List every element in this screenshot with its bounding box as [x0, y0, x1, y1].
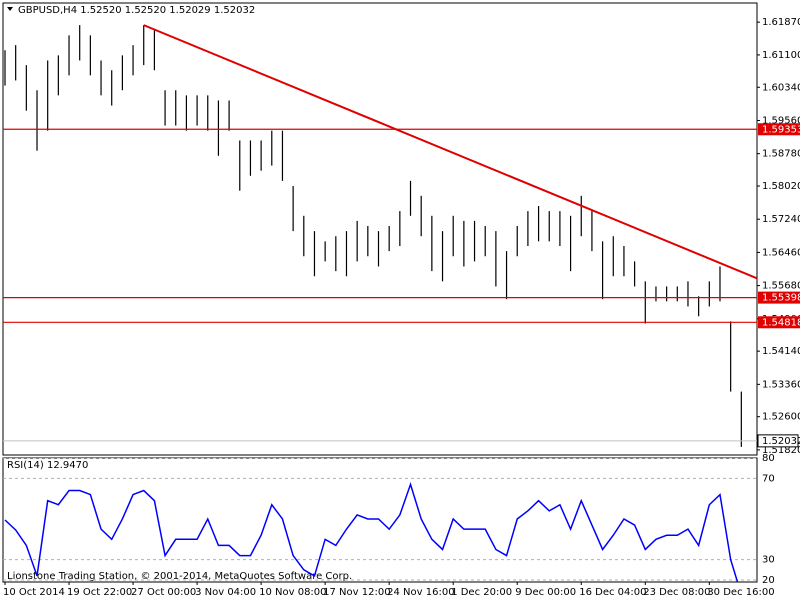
y-tick-label: 80 — [762, 453, 775, 464]
rsi-pane — [2, 457, 758, 583]
y-tick-label: 1.54140 — [762, 346, 800, 357]
level-label: 1.55398 — [762, 293, 800, 304]
y-tick-label: 30 — [762, 555, 775, 566]
price-title: GBPUSD,H4 1.52520 1.52520 1.52029 1.5203… — [18, 5, 255, 16]
y-tick-label: 1.58020 — [762, 181, 800, 192]
x-tick-label: 10 Nov 08:00 — [259, 587, 326, 598]
y-tick-label: 1.57240 — [762, 214, 800, 225]
x-tick-label: 1 Dec 20:00 — [451, 587, 512, 598]
level-box — [758, 316, 800, 329]
x-tick-label: 27 Oct 00:00 — [131, 587, 196, 598]
x-tick-label: 9 Dec 00:00 — [515, 587, 576, 598]
y-tick-label: 70 — [762, 473, 775, 484]
last-price-label: 1.52032 — [762, 436, 800, 447]
x-tick-label: 16 Dec 04:00 — [579, 587, 646, 598]
rsi-title: RSI(14) 12.9470 — [7, 460, 88, 471]
y-tick-label: 1.60340 — [762, 82, 800, 93]
y-tick-label: 20 — [762, 575, 775, 586]
menu-arrow — [7, 7, 13, 11]
level-box — [758, 123, 800, 136]
x-tick-label: 17 Nov 12:00 — [323, 587, 390, 598]
x-tick-label: 30 Dec 16:00 — [707, 587, 774, 598]
footer: Lionstone Trading Station, © 2001-2014, … — [7, 571, 352, 582]
x-tick-label: 23 Dec 08:00 — [643, 587, 710, 598]
x-tick-label: 24 Nov 16:00 — [387, 587, 454, 598]
y-tick-label: 1.55680 — [762, 281, 800, 292]
level-box — [758, 291, 800, 304]
y-tick-label: 1.61100 — [762, 50, 800, 61]
x-tick-label: 19 Oct 22:00 — [67, 587, 132, 598]
y-tick-label: 1.53360 — [762, 379, 800, 390]
price-pane — [2, 2, 758, 456]
y-tick-label: 1.61870 — [762, 17, 800, 28]
y-tick-label: 1.56460 — [762, 247, 800, 258]
rsi-plot — [3, 458, 757, 582]
y-tick-label: 1.59560 — [762, 115, 800, 126]
trendline — [143, 24, 757, 280]
y-tick-label: 1.52600 — [762, 412, 800, 423]
y-tick-label: 1.58780 — [762, 149, 800, 160]
price-plot — [3, 24, 757, 447]
last-price-box — [757, 434, 799, 448]
rsi-line — [4, 482, 739, 582]
level-label: 1.54818 — [762, 317, 800, 328]
x-tick-label: 3 Nov 04:00 — [195, 587, 256, 598]
y-tick-label: 1.51820 — [762, 445, 800, 456]
x-tick-label: 10 Oct 2014 — [3, 587, 65, 598]
level-label: 1.59353 — [762, 124, 800, 135]
